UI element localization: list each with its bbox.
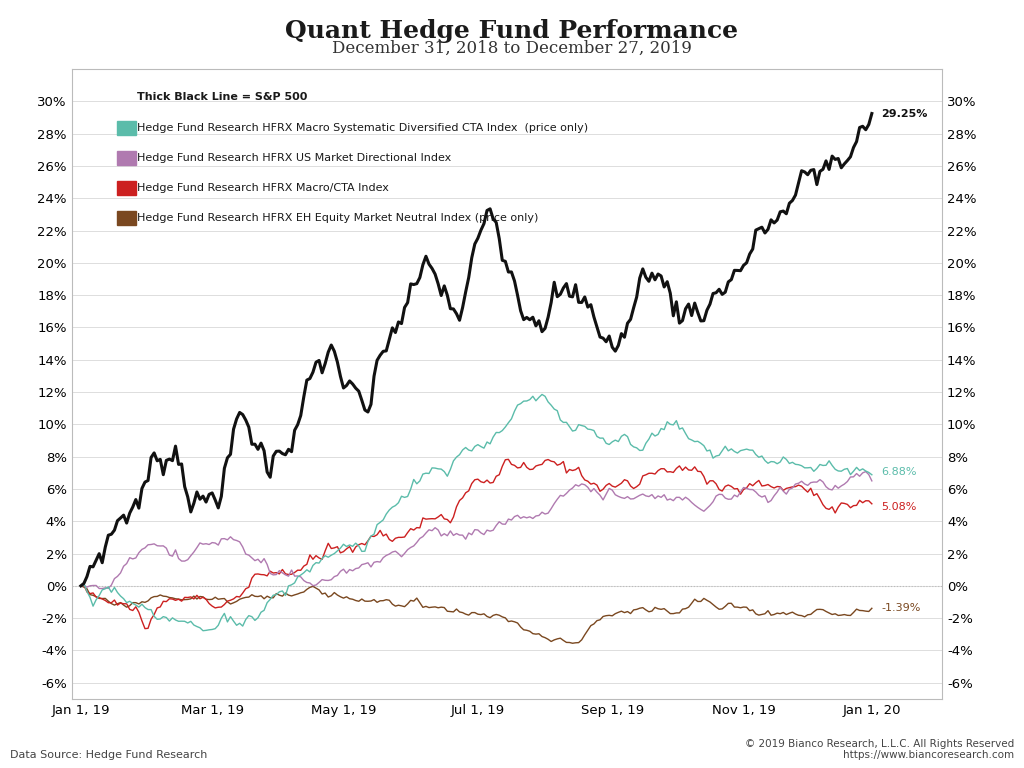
Text: -1.39%: -1.39% bbox=[881, 604, 921, 614]
Text: Hedge Fund Research HFRX US Market Directional Index: Hedge Fund Research HFRX US Market Direc… bbox=[137, 153, 452, 163]
FancyBboxPatch shape bbox=[117, 151, 136, 165]
Text: 5.08%: 5.08% bbox=[881, 502, 916, 512]
Text: Quant Hedge Fund Performance: Quant Hedge Fund Performance bbox=[286, 19, 738, 43]
FancyBboxPatch shape bbox=[117, 211, 136, 225]
Text: Thick Black Line = S&P 500: Thick Black Line = S&P 500 bbox=[137, 92, 307, 102]
Text: Hedge Fund Research HFRX Macro/CTA Index: Hedge Fund Research HFRX Macro/CTA Index bbox=[137, 183, 389, 193]
Text: © 2019 Bianco Research, L.L.C. All Rights Reserved
https://www.biancoresearch.co: © 2019 Bianco Research, L.L.C. All Right… bbox=[744, 739, 1014, 760]
Text: 6.88%: 6.88% bbox=[881, 466, 916, 476]
FancyBboxPatch shape bbox=[117, 121, 136, 134]
Text: December 31, 2018 to December 27, 2019: December 31, 2018 to December 27, 2019 bbox=[332, 40, 692, 57]
Text: Data Source: Hedge Fund Research: Data Source: Hedge Fund Research bbox=[10, 750, 208, 760]
Text: Hedge Fund Research HFRX EH Equity Market Neutral Index (price only): Hedge Fund Research HFRX EH Equity Marke… bbox=[137, 214, 539, 223]
Text: Hedge Fund Research HFRX Macro Systematic Diversified CTA Index  (price only): Hedge Fund Research HFRX Macro Systemati… bbox=[137, 123, 588, 133]
Text: 29.25%: 29.25% bbox=[881, 108, 928, 118]
FancyBboxPatch shape bbox=[117, 181, 136, 195]
